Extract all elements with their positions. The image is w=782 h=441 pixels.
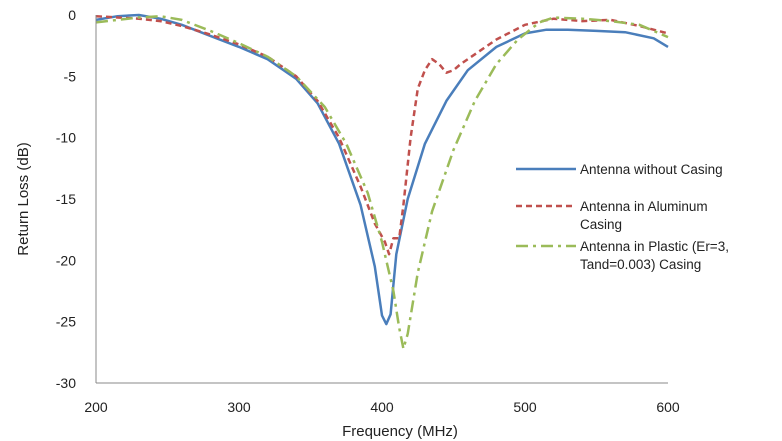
plot-area — [96, 15, 668, 349]
legend-label: Casing — [580, 217, 622, 232]
y-tick-label: -10 — [56, 130, 76, 146]
legend-label: Antenna in Aluminum — [580, 199, 708, 214]
x-tick-label: 600 — [656, 399, 680, 415]
y-tick-label: -20 — [56, 252, 76, 268]
y-tick-label: -25 — [56, 314, 76, 330]
y-tick-label: -30 — [56, 375, 76, 391]
legend-label: Antenna without Casing — [580, 162, 723, 177]
chart-legend: Antenna without Casing Antenna in Aluminu… — [516, 162, 729, 272]
series-line-3 — [96, 16, 668, 349]
x-tick-label: 400 — [370, 399, 394, 415]
y-tick-label: -15 — [56, 191, 76, 207]
x-axis-title: Frequency (MHz) — [342, 423, 458, 440]
legend-label: Tand=0.003) Casing — [580, 257, 701, 272]
legend-label: Antenna in Plastic (Er=3, — [580, 239, 729, 254]
x-tick-label: 500 — [513, 399, 537, 415]
x-tick-labels: 200 300 400 500 600 — [84, 399, 680, 415]
y-tick-label: 0 — [68, 7, 76, 23]
y-tick-label: -5 — [64, 68, 77, 84]
x-tick-label: 300 — [227, 399, 251, 415]
x-tick-label: 200 — [84, 399, 108, 415]
y-tick-labels: 0 -5 -10 -15 -20 -25 -30 — [56, 7, 76, 391]
y-axis-title: Return Loss (dB) — [15, 142, 32, 255]
